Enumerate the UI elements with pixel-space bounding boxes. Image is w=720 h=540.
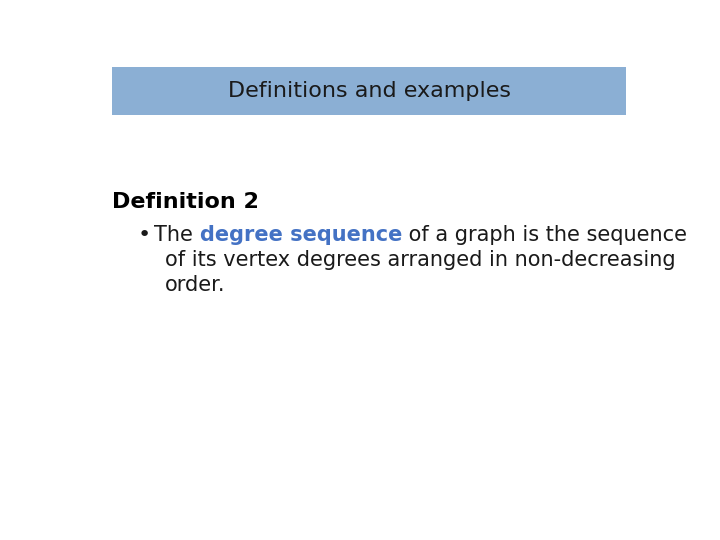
Text: of a graph is the sequence: of a graph is the sequence [402, 225, 687, 245]
Text: degree sequence: degree sequence [199, 225, 402, 245]
Text: order.: order. [166, 275, 226, 295]
Text: of its vertex degrees arranged in non-decreasing: of its vertex degrees arranged in non-de… [166, 250, 676, 270]
FancyBboxPatch shape [112, 67, 626, 114]
Text: •: • [138, 225, 150, 245]
Text: Definition 2: Definition 2 [112, 192, 259, 212]
Text: Definitions and examples: Definitions and examples [228, 81, 510, 101]
Text: The: The [154, 225, 199, 245]
